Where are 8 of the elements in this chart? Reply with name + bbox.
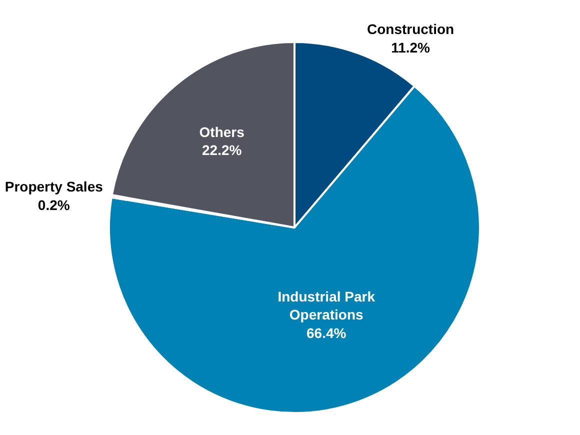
data-label: 11.2% xyxy=(391,39,431,56)
data-label: 22.2% xyxy=(202,142,242,158)
slice-label: Others xyxy=(199,124,245,140)
slice-label: Industrial Park Operations xyxy=(278,288,376,323)
slice-label: Construction xyxy=(366,21,454,38)
data-label: 66.4% xyxy=(306,324,347,341)
slice-label: Property Sales xyxy=(4,178,104,195)
data-label: 0.2% xyxy=(38,196,70,213)
